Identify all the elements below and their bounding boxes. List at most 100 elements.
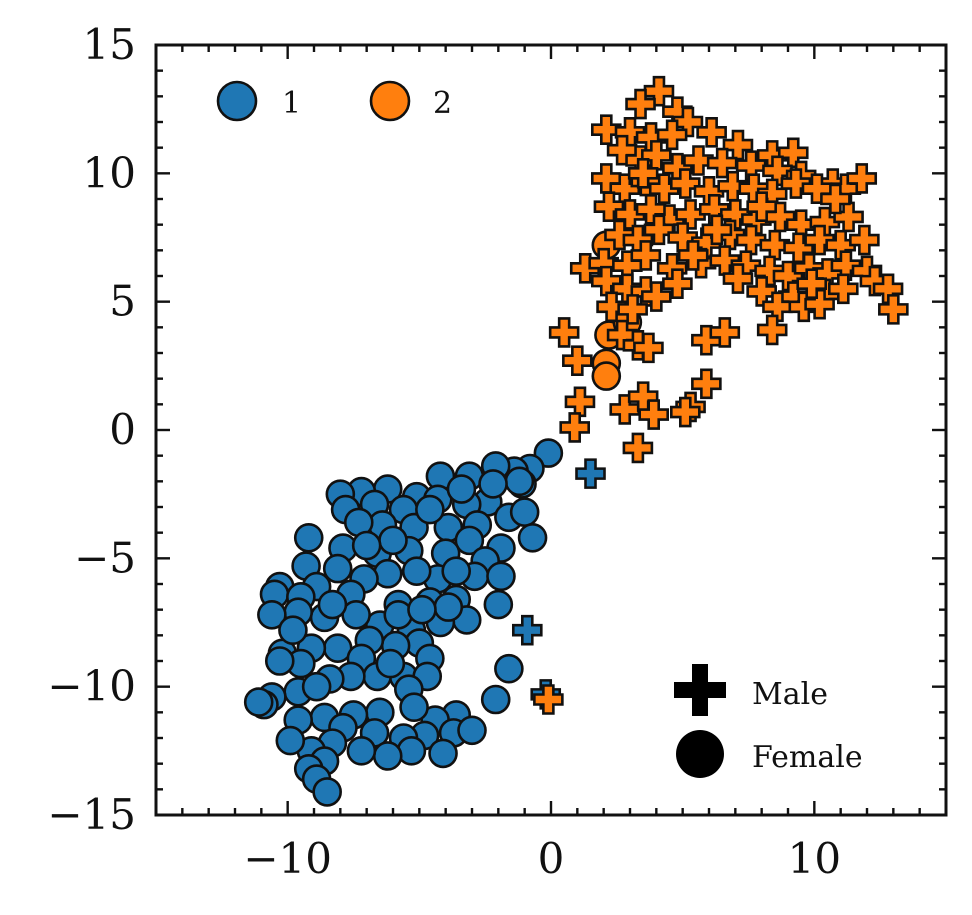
y-tick-label: 10 bbox=[83, 148, 136, 197]
legend-marker-2 bbox=[369, 80, 411, 122]
series-2-male-point bbox=[849, 224, 880, 256]
series-2-male-point bbox=[669, 396, 701, 428]
series-1-female-point bbox=[378, 525, 408, 556]
series-2-male-point bbox=[641, 140, 672, 171]
color-legend: 1 2 bbox=[216, 80, 452, 122]
series-1-female-point bbox=[301, 671, 332, 702]
series-2-male-point bbox=[735, 224, 767, 256]
series-2-male-point bbox=[625, 88, 656, 120]
legend-label-2: 2 bbox=[433, 86, 452, 121]
series-2-male-point bbox=[672, 106, 704, 138]
series-1-female-point bbox=[483, 589, 514, 620]
y-tick-label: −10 bbox=[47, 662, 136, 711]
legend-label-male: Male bbox=[752, 677, 828, 712]
series-1-female-point bbox=[372, 558, 403, 589]
y-tick-label: 5 bbox=[109, 277, 136, 326]
series-2-male-point bbox=[643, 214, 675, 246]
series-1-female-point bbox=[480, 684, 511, 715]
series-2-male-point bbox=[756, 314, 788, 346]
series-2-male-point bbox=[617, 294, 648, 325]
series-2-male-point bbox=[746, 191, 777, 222]
series-1-female-point bbox=[433, 592, 464, 622]
series-2-male-point bbox=[633, 332, 664, 364]
series-1-female-point bbox=[509, 497, 540, 527]
series-1-female-point bbox=[383, 599, 414, 630]
series-1-female-point bbox=[415, 494, 445, 525]
x-tick-label: 10 bbox=[788, 834, 841, 883]
series-2-male-point bbox=[754, 255, 785, 287]
series-1-female-point bbox=[454, 525, 485, 556]
series-2-female-point bbox=[591, 361, 622, 391]
series-1-female-point bbox=[322, 553, 353, 584]
series-2-male-point bbox=[846, 163, 878, 194]
series-1-female-point bbox=[317, 589, 348, 620]
y-tick-label: 15 bbox=[83, 20, 136, 69]
series-2-male-point bbox=[691, 368, 722, 400]
series-2-male-point bbox=[701, 214, 733, 246]
series-2-male-point bbox=[709, 317, 741, 348]
series-2-male-point bbox=[641, 281, 672, 312]
x-tick-label: 0 bbox=[538, 834, 565, 883]
series-2-male-point bbox=[804, 288, 835, 320]
series-1-female-point bbox=[278, 615, 308, 646]
series-2-male-point bbox=[548, 317, 580, 348]
series-1-female-point bbox=[372, 741, 403, 771]
series-1-female-point bbox=[351, 530, 382, 561]
series-2-male-point bbox=[820, 183, 851, 215]
series-1-female-point bbox=[275, 725, 306, 756]
series-2-male-point bbox=[533, 684, 564, 715]
series-1-female-point bbox=[243, 687, 274, 717]
series-2-male-point bbox=[675, 199, 706, 230]
series-1-female-point bbox=[457, 715, 487, 746]
series-1-female-point bbox=[517, 522, 548, 553]
marker-legend: Male Female bbox=[674, 664, 863, 778]
series-1-female-point bbox=[446, 474, 477, 504]
series-1-female-point bbox=[264, 646, 295, 676]
series-2-male-point bbox=[564, 386, 596, 418]
x-tick-label: −10 bbox=[243, 834, 332, 883]
series-1-female-point bbox=[396, 736, 427, 766]
legend-label-female: Female bbox=[752, 740, 863, 775]
series-2-male-point bbox=[762, 291, 793, 323]
series-1-female-point bbox=[486, 561, 516, 592]
series-1-male-point bbox=[575, 458, 606, 489]
series-2-male-point bbox=[780, 168, 812, 199]
series-1-female-point bbox=[504, 466, 535, 497]
series-1-female-point bbox=[401, 556, 432, 586]
legend-marker-1 bbox=[216, 80, 258, 122]
series-1-female-point bbox=[257, 599, 287, 630]
series-2-male-point bbox=[559, 412, 591, 443]
y-tick-label: −5 bbox=[74, 533, 136, 582]
series-2-male-point bbox=[722, 263, 754, 294]
series-2-male-point bbox=[604, 219, 635, 251]
series-1-female-point bbox=[407, 594, 437, 625]
legend-male-marker bbox=[674, 664, 726, 716]
series-2-male-point bbox=[759, 229, 791, 261]
series-2-male-point bbox=[830, 250, 862, 282]
series-1-female-point bbox=[494, 653, 524, 684]
series-1-female-point bbox=[399, 692, 429, 723]
series-1-female-point bbox=[293, 522, 324, 553]
series-2-male-point bbox=[609, 394, 641, 425]
series-2-male-point bbox=[648, 173, 680, 205]
series-2-male-point bbox=[622, 432, 654, 464]
y-tick-label: 0 bbox=[109, 405, 136, 454]
series-1-male-point bbox=[511, 614, 543, 646]
series-2-male-point bbox=[630, 240, 662, 271]
series-1-female-point bbox=[478, 469, 508, 499]
series-2-male-point bbox=[669, 168, 701, 199]
y-tick-label: −15 bbox=[47, 790, 136, 839]
series-1-female-point bbox=[375, 648, 406, 679]
legend-female-marker bbox=[676, 730, 724, 778]
series-2-male-point bbox=[562, 345, 593, 377]
series-2-male-point bbox=[683, 145, 714, 176]
series-2-male-point bbox=[878, 294, 909, 325]
series-2-male-point bbox=[677, 240, 709, 271]
ticks-layer bbox=[156, 45, 946, 815]
series-2-male-point bbox=[722, 129, 754, 161]
series-2-male-point bbox=[804, 224, 835, 256]
series-1-female-point bbox=[441, 556, 472, 586]
series-1-female-point bbox=[428, 738, 458, 769]
series-2-male-point bbox=[638, 399, 670, 430]
series-1-female-point bbox=[312, 777, 342, 807]
